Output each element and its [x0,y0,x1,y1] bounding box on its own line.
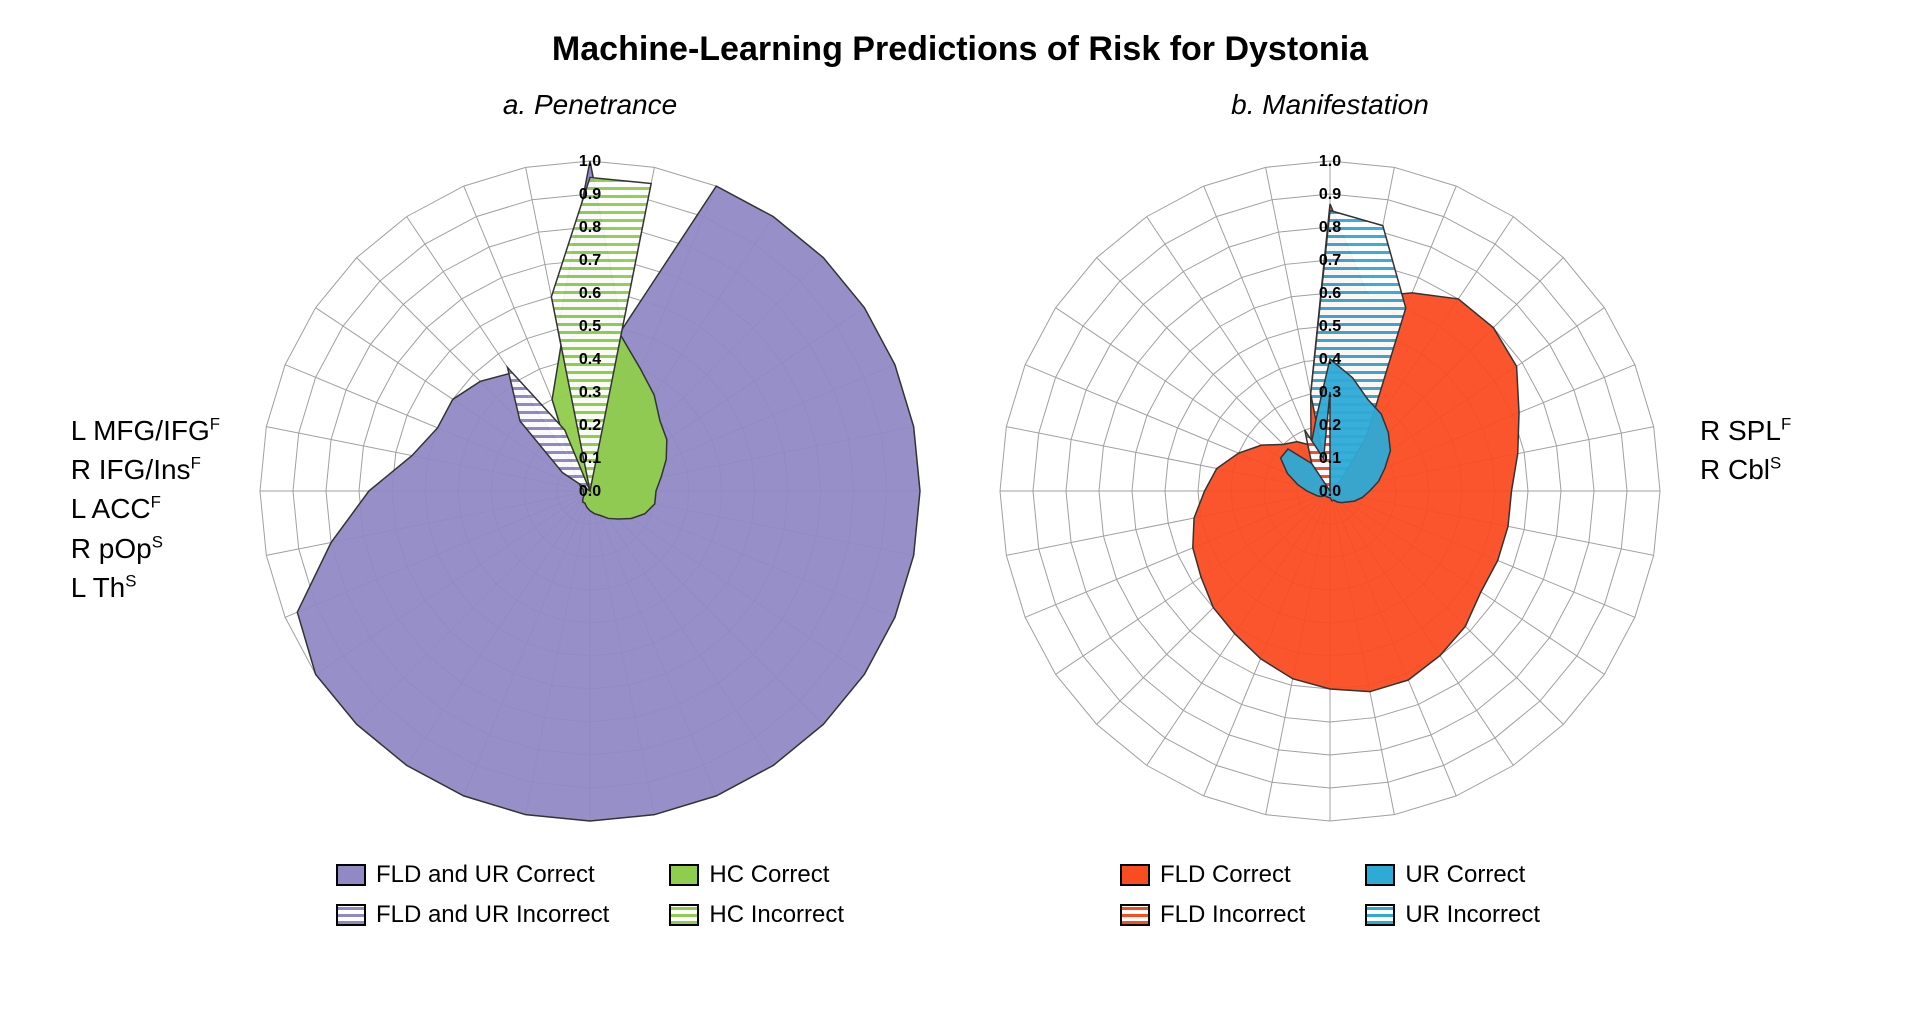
svg-text:0.0: 0.0 [579,483,601,500]
legend-swatch [1120,904,1150,926]
chart-a-svg: 0.0 0.1 0.2 0.3 0.4 0.5 0.6 0.7 0.8 0.9 1.0 [240,131,940,831]
legend-swatch [669,864,699,886]
legend-label: FLD and UR Correct [376,861,595,889]
legend-swatch [1365,864,1395,886]
svg-text:0.2: 0.2 [1319,417,1341,434]
chart-b-legend-item: UR Incorrect [1365,901,1540,929]
svg-text:0.8: 0.8 [579,219,601,236]
main-title: Machine-Learning Predictions of Risk for… [20,30,1900,69]
svg-text:1.0: 1.0 [579,153,601,170]
chart-a-column: a. Penetrance 0.00.10.20.30.40.50.60.70.… [240,89,940,929]
svg-text:0.7: 0.7 [1319,252,1341,269]
chart-b-subtitle: b. Manifestation [1231,89,1429,121]
legend-label: FLD and UR Incorrect [376,901,609,929]
svg-text:0.0: 0.0 [1319,483,1341,500]
chart-b-column: b. Manifestation 0.00.10.20.30.40.50.60.… [980,89,1680,929]
svg-text:0.5: 0.5 [579,318,601,335]
svg-text:0.3: 0.3 [1319,384,1341,401]
legend-label: HC Correct [709,861,829,889]
legend-label: FLD Incorrect [1160,901,1305,929]
chart-b-svg: 0.0 0.1 0.2 0.3 0.4 0.5 0.6 0.7 0.8 0.9 1.0 [980,131,1680,831]
chart-a-legend: FLD and UR Correct HC Correct FLD and UR I… [336,861,844,929]
svg-text:0.4: 0.4 [1319,351,1341,368]
legend-swatch [1120,864,1150,886]
svg-text:0.2: 0.2 [579,417,601,434]
chart-b-legend-item: FLD Incorrect [1120,901,1305,929]
chart-a-side-labels: L MFG/IFGFR IFG/InsFL ACCFR pOpSL ThS [71,411,220,607]
chart-a-wrap: 0.00.10.20.30.40.50.60.70.80.91.0 L MFG/… [240,131,940,831]
chart-b-legend-item: UR Correct [1365,861,1540,889]
legend-swatch [669,904,699,926]
legend-swatch [336,904,366,926]
chart-b-legend: FLD Correct UR Correct FLD Incorrect UR Inc… [1120,861,1540,929]
svg-text:0.9: 0.9 [579,186,601,203]
svg-text:0.3: 0.3 [579,384,601,401]
svg-text:1.0: 1.0 [1319,153,1341,170]
svg-text:0.1: 0.1 [1319,450,1341,467]
chart-b-legend-item: FLD Correct [1120,861,1305,889]
svg-text:0.6: 0.6 [579,285,601,302]
legend-label: UR Correct [1405,861,1525,889]
svg-text:0.7: 0.7 [579,252,601,269]
svg-text:0.5: 0.5 [1319,318,1341,335]
chart-b-wrap: 0.00.10.20.30.40.50.60.70.80.91.0 R SPLF… [980,131,1680,831]
chart-a-subtitle: a. Penetrance [503,89,677,121]
legend-swatch [1365,904,1395,926]
svg-text:0.1: 0.1 [579,450,601,467]
legend-label: UR Incorrect [1405,901,1540,929]
svg-text:0.9: 0.9 [1319,186,1341,203]
chart-a-legend-item: FLD and UR Correct [336,861,609,889]
legend-swatch [336,864,366,886]
chart-a-legend-item: HC Correct [669,861,844,889]
chart-a-legend-item: FLD and UR Incorrect [336,901,609,929]
chart-b-side-labels: R SPLFR CblS [1700,411,1791,489]
legend-label: HC Incorrect [709,901,844,929]
charts-row: a. Penetrance 0.00.10.20.30.40.50.60.70.… [20,89,1900,929]
chart-a-legend-item: HC Incorrect [669,901,844,929]
svg-text:0.6: 0.6 [1319,285,1341,302]
svg-text:0.8: 0.8 [1319,219,1341,236]
legend-label: FLD Correct [1160,861,1291,889]
svg-text:0.4: 0.4 [579,351,601,368]
